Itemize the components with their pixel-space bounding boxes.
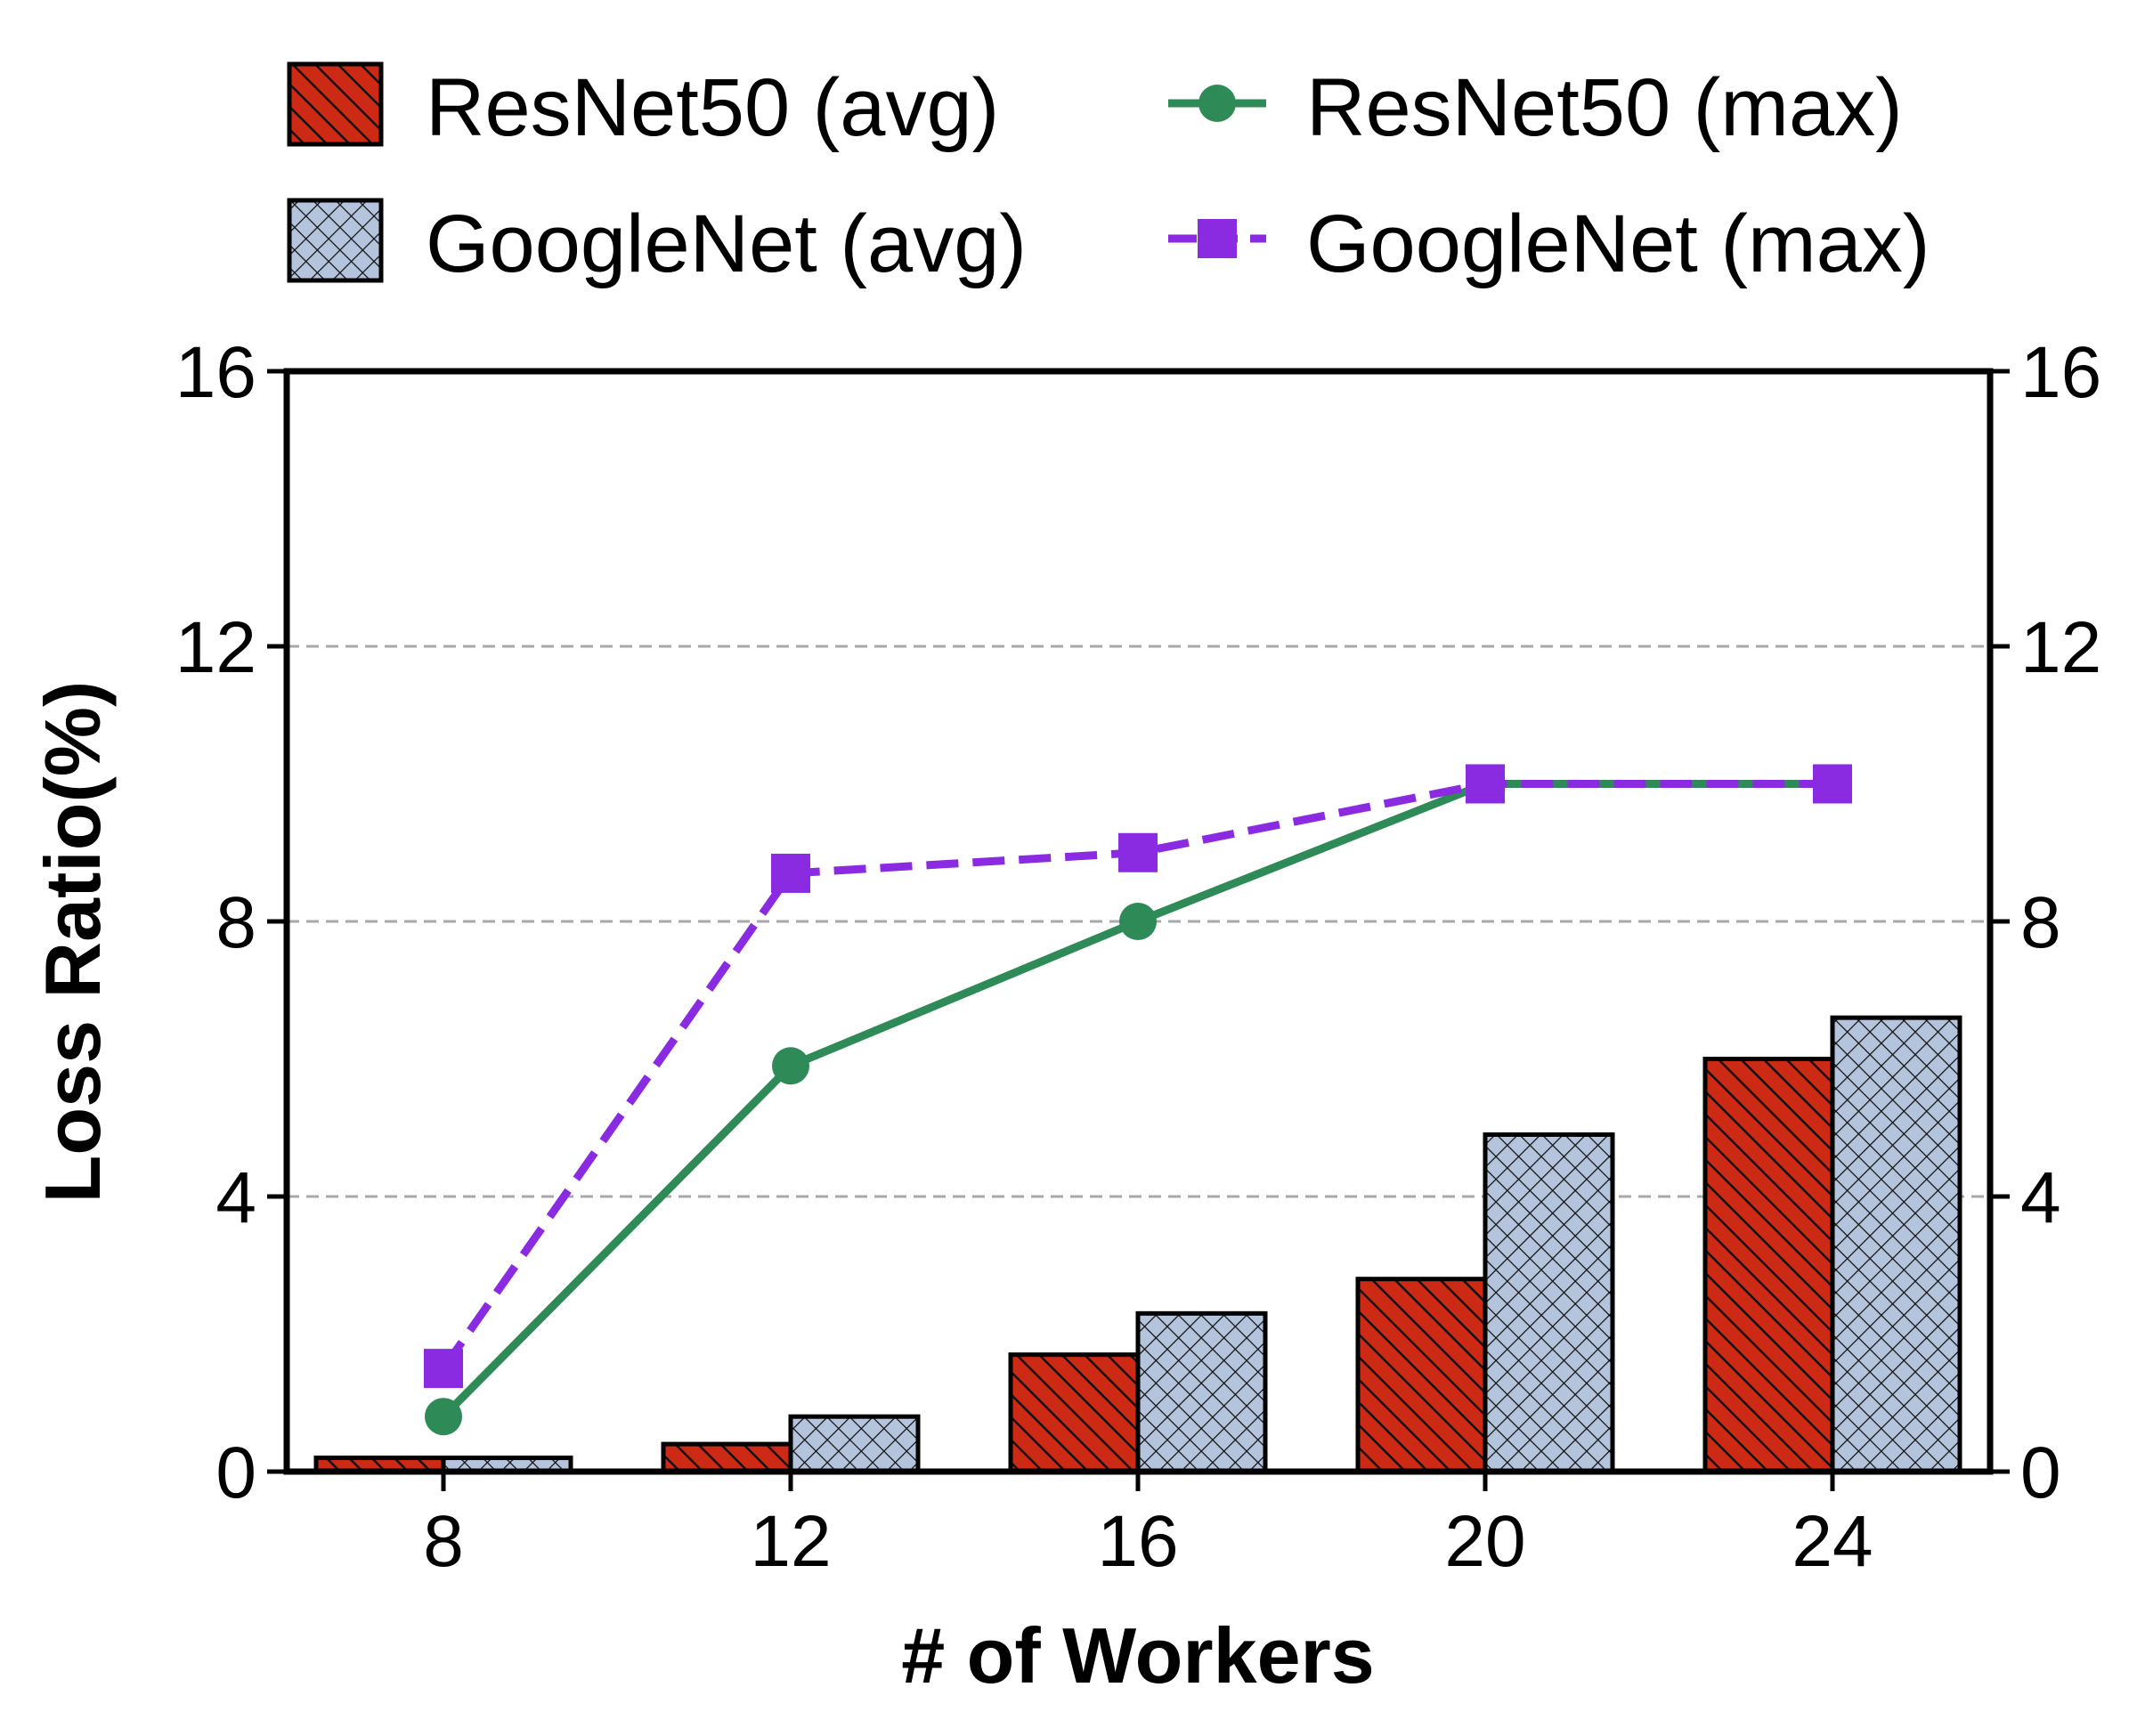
point-resnet50-max-16 [1119,903,1157,940]
legend-item-resnet50-avg[interactable]: ResNet50 (avg) [287,61,999,153]
legend-label-googlenet-max: GoogleNet (max) [1306,199,1930,289]
legend-item-resnet50-max[interactable]: ResNet50 (max) [1168,62,1903,153]
legend-label-googlenet-avg: GoogleNet (avg) [426,199,1027,289]
bar-googlenet-avg-20 [1483,1132,1615,1474]
tick-labels: 0 4 8 12 16 0 4 8 12 16 8 12 16 20 24 [175,332,2101,1582]
bar-resnet50-avg-16 [1008,1352,1141,1474]
axes [267,368,2010,1491]
right-y-tick-label-12: 12 [2020,607,2101,688]
legend-label-resnet50-max: ResNet50 (max) [1306,62,1903,153]
left-y-tick-label-12: 12 [175,607,256,688]
x-tick-label-16: 16 [1097,1501,1178,1582]
left-y-tick-label-8: 8 [215,882,256,963]
legend-swatch-googlenet-avg [287,198,384,283]
legend-marker-resnet50-max [1199,85,1236,122]
bar-resnet50-avg-24 [1702,1057,1835,1474]
legend-item-googlenet-avg[interactable]: GoogleNet (avg) [287,198,1027,289]
right-y-tick-label-0: 0 [2020,1432,2061,1513]
legend-item-googlenet-max[interactable]: GoogleNet (max) [1168,199,1930,289]
lines [424,764,1852,1436]
left-y-tick-label-4: 4 [215,1157,256,1238]
x-tick-label-24: 24 [1792,1501,1873,1582]
left-y-tick-label-16: 16 [175,332,256,413]
right-y-tick-label-4: 4 [2020,1157,2061,1238]
point-googlenet-max-12 [771,853,810,893]
legend-swatch-resnet50-avg [287,61,384,147]
x-tick-label-8: 8 [423,1501,464,1582]
point-googlenet-max-20 [1466,764,1505,804]
point-googlenet-max-8 [424,1349,463,1389]
legend-label-resnet50-avg: ResNet50 (avg) [426,62,999,153]
bars [313,1015,1962,1474]
y-axis-title: Loss Ratio(%) [28,681,117,1204]
point-resnet50-max-12 [772,1047,809,1085]
bar-googlenet-avg-16 [1135,1310,1268,1474]
point-googlenet-max-24 [1813,764,1852,804]
bar-googlenet-avg-12 [788,1414,921,1474]
x-tick-label-20: 20 [1444,1501,1525,1582]
x-tick-label-12: 12 [750,1501,831,1582]
point-googlenet-max-16 [1118,832,1158,872]
x-axis-title: # of Workers [901,1611,1374,1699]
bar-resnet50-avg-20 [1355,1277,1488,1474]
bar-resnet50-avg-12 [661,1441,793,1474]
legend-marker-googlenet-max [1198,219,1237,258]
point-resnet50-max-8 [425,1398,462,1436]
legend: ResNet50 (avg) GoogleNet (avg) ResNet50 … [287,61,1930,289]
left-y-tick-label-0: 0 [215,1432,256,1513]
right-y-tick-label-16: 16 [2020,332,2101,413]
bar-googlenet-avg-24 [1830,1015,1962,1474]
right-y-tick-label-8: 8 [2020,882,2061,963]
